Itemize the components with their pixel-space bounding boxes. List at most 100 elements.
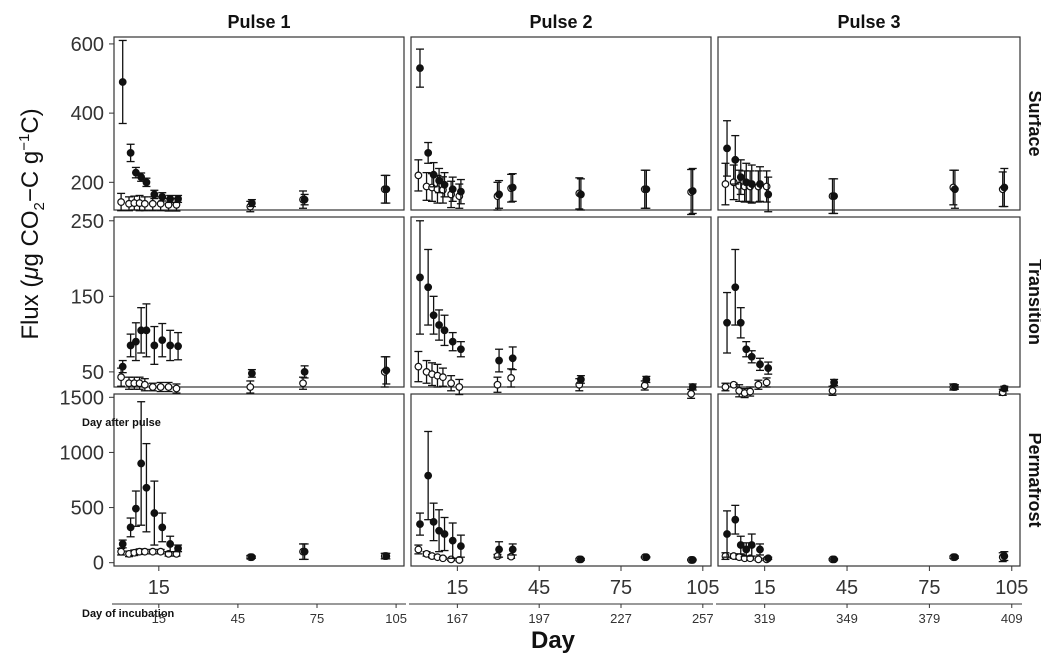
panel-frame-r3c3 [718,394,1020,566]
point-filled [441,531,448,538]
point-filled [578,556,585,563]
y-axis-title-mu: μ [17,267,44,281]
point-filled [430,171,437,178]
point-filled [748,181,755,188]
point-filled [301,369,308,376]
point-filled [441,327,448,334]
point-filled [127,524,134,531]
column-title-2: Pulse 2 [529,12,592,32]
point-filled [952,384,959,391]
point-open [118,548,125,555]
point-filled [1001,184,1008,191]
x-axis-title: Day [531,627,576,654]
point-filled [496,357,503,364]
x-tick-label-day-of-incubation: 15 [152,611,166,626]
point-filled [119,363,126,370]
point-open [173,385,180,392]
point-filled [578,376,585,383]
point-filled [732,284,739,291]
point-filled [133,338,140,345]
x-tick-label-day-of-incubation: 105 [385,611,407,626]
point-filled [748,353,755,360]
x-tick-label-day-of-incubation: 167 [447,611,469,626]
point-filled [167,196,174,203]
point-filled [383,367,390,374]
y-axis-title-part: g CO [17,210,44,266]
panel-frame-r2c3 [718,217,1020,387]
point-open [118,199,125,206]
point-filled [119,79,126,86]
point-open [508,553,515,560]
point-open [157,548,164,555]
point-open [747,388,754,395]
point-filled [417,274,424,281]
point-filled [133,505,140,512]
point-open [722,384,729,391]
x-tick-label-day-of-incubation: 227 [610,611,632,626]
point-filled [138,174,145,181]
point-filled [458,543,465,550]
point-open [688,391,695,398]
y-axis-title-subscript: 2 [31,202,48,210]
point-filled [449,338,456,345]
x-tick-label-day-of-incubation: 409 [1001,611,1023,626]
point-open [755,381,762,388]
point-filled [578,191,585,198]
point-open [440,555,447,562]
y-tick-label: 400 [71,103,104,125]
x-tick-label-day-after-pulse: 75 [610,577,632,599]
point-open [448,556,455,563]
point-filled [449,537,456,544]
point-open [415,172,422,179]
point-filled [175,545,182,552]
y-tick-label: 0 [93,553,104,575]
y-tick-label: 200 [71,172,104,194]
point-open [149,384,156,391]
point-open [300,380,307,387]
point-filled [724,319,731,326]
point-filled [151,191,158,198]
y-tick-label: 500 [71,498,104,520]
point-filled [175,343,182,350]
point-filled [643,554,650,561]
point-filled [496,546,503,553]
point-filled [151,342,158,349]
y-axis-title-part: Flux ( [17,280,44,340]
point-filled [743,346,750,353]
point-filled [952,554,959,561]
point-open [415,363,422,370]
point-filled [509,184,516,191]
point-filled [249,200,256,207]
point-filled [167,342,174,349]
x-tick-label-day-after-pulse: 105 [686,577,719,599]
x-tick-label-day-of-incubation: 319 [754,611,776,626]
point-open [440,374,447,381]
point-open [763,183,770,190]
point-filled [383,186,390,193]
y-tick-label: 50 [82,362,104,384]
point-open [494,553,501,560]
y-tick-label: 250 [71,211,104,233]
column-title-1: Pulse 1 [227,12,290,32]
point-filled [757,181,764,188]
point-open [755,556,762,563]
point-filled [689,384,696,391]
point-filled [765,191,772,198]
column-title-3: Pulse 3 [837,12,900,32]
point-filled [689,557,696,564]
point-open [247,384,254,391]
point-filled [167,541,174,548]
point-filled [732,516,739,523]
point-filled [430,312,437,319]
point-open [142,381,149,388]
point-filled [175,196,182,203]
point-filled [724,531,731,538]
point-filled [757,361,764,368]
point-filled [151,510,158,517]
y-tick-label: 1000 [60,442,105,464]
point-open [763,379,770,386]
point-open [142,200,149,207]
point-open [118,374,125,381]
point-filled [643,376,650,383]
